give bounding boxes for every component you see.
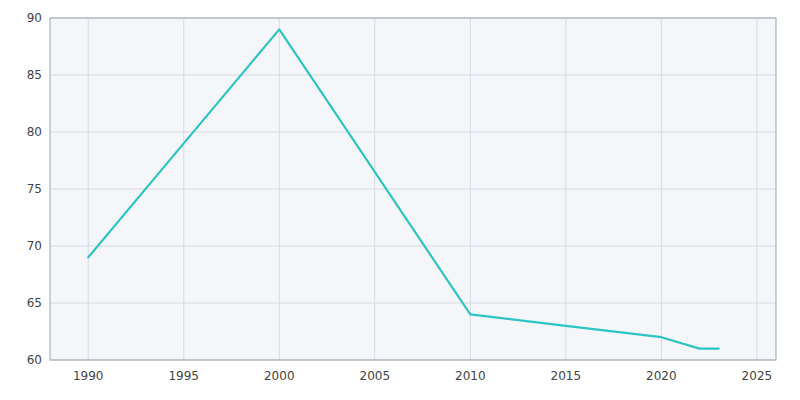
y-tick-label: 90 (27, 11, 42, 25)
x-tick-label: 1995 (168, 369, 199, 383)
x-grid-line (756, 18, 757, 360)
x-tick-label: 2025 (742, 369, 773, 383)
x-grid-line (661, 18, 662, 360)
y-grid-line (50, 132, 776, 133)
x-grid-line (470, 18, 471, 360)
x-grid-line (88, 18, 89, 360)
x-grid-line (374, 18, 375, 360)
y-tick-label: 65 (27, 296, 42, 310)
data-marks (88, 29, 718, 348)
x-grid-line (565, 18, 566, 360)
x-tick-label: 2005 (360, 369, 391, 383)
y-tick-label: 60 (27, 353, 42, 367)
x-tick-label: 2010 (455, 369, 486, 383)
x-tick-label: 2015 (551, 369, 582, 383)
grid (50, 18, 776, 360)
y-grid-line (50, 189, 776, 190)
y-tick-label: 85 (27, 68, 42, 82)
plot-frame (50, 18, 776, 360)
y-tick-label: 75 (27, 182, 42, 196)
chart-svg: 60 65 70 75 80 85 90 1990 1995 2000 2005 2010 2015 20… (0, 0, 800, 400)
y-tick-label: 80 (27, 125, 42, 139)
data-line (88, 29, 718, 348)
y-grid-line (50, 303, 776, 304)
y-grid-line (50, 246, 776, 247)
plot-area (50, 18, 776, 360)
x-grid-line (279, 18, 280, 360)
y-grid-line (50, 75, 776, 76)
x-tick-label: 1990 (73, 369, 104, 383)
x-tick-label: 2020 (646, 369, 677, 383)
x-tick-label: 2000 (264, 369, 295, 383)
x-grid-line (183, 18, 184, 360)
y-tick-label: 70 (27, 239, 42, 253)
chart-container: 60 65 70 75 80 85 90 1990 1995 2000 2005 2010 2015 20… (0, 0, 800, 400)
